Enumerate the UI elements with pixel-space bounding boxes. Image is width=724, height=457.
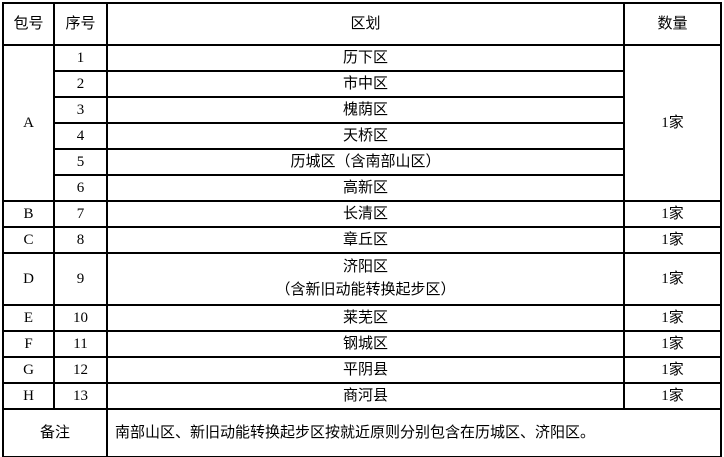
qty-cell: 1家 [623, 382, 722, 410]
district-cell: 钢城区 [106, 330, 625, 358]
table-row: C 8 章丘区 1家 [2, 226, 722, 254]
table-row: 4 天桥区 [3, 122, 721, 150]
table-row: E 10 莱芜区 1家 [2, 304, 722, 332]
seq-cell: 7 [53, 200, 108, 228]
seq-cell: 10 [53, 304, 108, 332]
district-cell: 平阴县 [106, 356, 625, 384]
table-row: D 9 济阳区 （含新旧动能转换起步区） 1家 [2, 252, 722, 306]
remark-label: 备注 [2, 408, 108, 457]
district-cell: 天桥区 [106, 122, 625, 150]
qty-cell: 1家 [623, 304, 722, 332]
package-cell: B [2, 200, 55, 228]
seq-cell: 4 [53, 122, 108, 150]
seq-cell: 3 [53, 96, 108, 124]
package-cell: H [2, 382, 55, 410]
package-cell: E [2, 304, 55, 332]
district-cell: 济阳区 （含新旧动能转换起步区） [106, 252, 625, 306]
district-cell: 莱芜区 [106, 304, 625, 332]
seq-cell: 12 [53, 356, 108, 384]
qty-cell: 1家 [623, 226, 722, 254]
district-cell: 高新区 [106, 174, 625, 202]
table-row: F 11 钢城区 1家 [2, 330, 722, 358]
seq-cell: 11 [53, 330, 108, 358]
district-line-1: 济阳区 [342, 258, 388, 275]
seq-cell: 9 [53, 252, 108, 306]
seq-cell: 6 [53, 174, 108, 202]
remark-row: 备注 南部山区、新旧动能转换起步区按就近原则分别包含在历城区、济阳区。 [2, 408, 722, 457]
table-row: B 7 长清区 1家 [2, 200, 722, 228]
table-row: 3 槐荫区 [3, 96, 721, 124]
package-cell-a: A [2, 44, 55, 202]
qty-cell: 1家 [623, 330, 722, 358]
package-cell: C [2, 226, 55, 254]
package-cell: F [2, 330, 55, 358]
table-row: H 13 商河县 1家 [2, 382, 722, 410]
district-cell: 历城区（含南部山区） [106, 148, 625, 176]
table-row: 6 高新区 [3, 174, 721, 202]
header-seq: 序号 [53, 2, 108, 46]
seq-cell: 13 [53, 382, 108, 410]
package-cell: G [2, 356, 55, 384]
qty-cell: 1家 [623, 200, 722, 228]
seq-cell: 2 [53, 70, 108, 98]
header-package: 包号 [2, 2, 55, 46]
seq-cell: 1 [53, 44, 108, 72]
package-cell: D [2, 252, 55, 306]
seq-cell: 8 [53, 226, 108, 254]
table-row: A 1 历下区 1家 [2, 44, 722, 202]
qty-cell-a: 1家 [623, 44, 722, 202]
table-row: 2 市中区 [3, 70, 721, 98]
district-line-2: （含新旧动能转换起步区） [275, 282, 456, 298]
district-cell: 章丘区 [106, 226, 625, 254]
remark-text: 南部山区、新旧动能转换起步区按就近原则分别包含在历城区、济阳区。 [106, 408, 722, 457]
qty-cell: 1家 [623, 356, 722, 384]
district-cell: 槐荫区 [106, 96, 625, 124]
header-row: 包号 序号 区划 数量 [2, 2, 722, 46]
header-qty: 数量 [623, 2, 722, 46]
qty-cell: 1家 [623, 252, 722, 306]
district-cell: 市中区 [106, 70, 625, 98]
table-row: G 12 平阴县 1家 [2, 356, 722, 384]
district-cell: 长清区 [106, 200, 625, 228]
district-cell: 历下区 [106, 44, 625, 72]
table-row: 5 历城区（含南部山区） [3, 148, 721, 176]
district-cell: 商河县 [106, 382, 625, 410]
seq-cell: 5 [53, 148, 108, 176]
header-district: 区划 [106, 2, 625, 46]
